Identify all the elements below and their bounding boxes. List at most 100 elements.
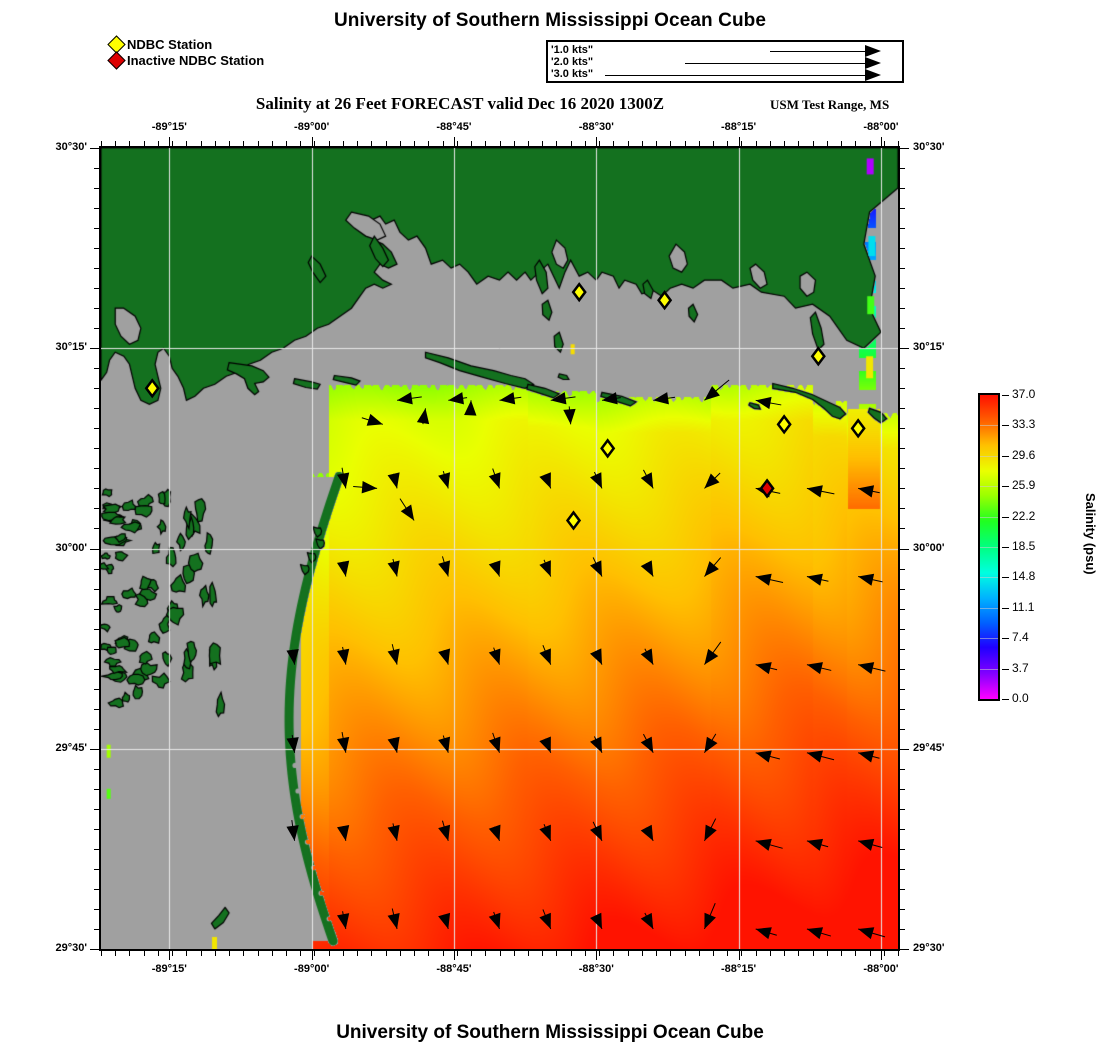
current-vector (640, 733, 654, 753)
y-minor-tick (900, 368, 905, 370)
x-minor-tick (229, 951, 231, 956)
vector-head-1 (865, 45, 881, 57)
current-vector (539, 823, 552, 842)
current-vector (387, 558, 400, 577)
x-axis-label: -88°00' (863, 121, 899, 133)
inactive-ndbc-station-marker[interactable] (759, 478, 775, 499)
colorbar-tick (1002, 699, 1009, 700)
y-minor-tick (900, 448, 905, 450)
current-vector (286, 819, 299, 841)
current-vector (448, 392, 468, 405)
y-minor-tick (900, 528, 905, 530)
colorbar-inner-gridline (980, 608, 998, 609)
current-vector (640, 824, 654, 842)
y-minor-tick (900, 508, 905, 510)
colorbar-tick (1002, 395, 1009, 396)
y-minor-tick (900, 388, 905, 390)
map-overlay (144, 282, 886, 940)
y-minor-tick (900, 648, 905, 650)
page-title: University of Southern Mississippi Ocean… (333, 10, 767, 31)
y-major-tick (90, 949, 99, 950)
current-vector (858, 927, 886, 940)
x-minor-tick (243, 951, 245, 956)
salinity-map[interactable] (99, 146, 900, 951)
y-minor-tick (900, 908, 905, 910)
current-vector (337, 560, 350, 577)
x-major-tick (596, 137, 598, 146)
ndbc-station-marker[interactable] (144, 378, 160, 399)
y-minor-tick (900, 788, 905, 790)
vector-head-3 (865, 69, 881, 81)
y-minor-tick (900, 328, 905, 330)
x-axis-label: -88°15' (721, 121, 757, 133)
current-vector (858, 838, 883, 851)
current-vector (858, 662, 886, 675)
colorbar-tick-label: 14.8 (1012, 569, 1036, 583)
ndbc-station-marker[interactable] (565, 510, 582, 531)
range-label: USM Test Range, MS (770, 97, 890, 112)
y-minor-tick (900, 268, 905, 270)
y-axis-label-right: 30°30' (913, 141, 945, 153)
ndbc-station-marker[interactable] (600, 438, 616, 459)
current-vector (539, 736, 552, 753)
ndbc-station-marker[interactable] (810, 346, 826, 367)
legend-label-inactive: Inactive NDBC Station (127, 52, 265, 68)
current-vector (337, 646, 350, 665)
current-vector (806, 573, 829, 586)
x-axis-label-bottom: -89°00' (294, 963, 330, 975)
x-minor-tick (286, 951, 288, 956)
current-vector (703, 818, 717, 842)
colorbar-inner-gridline (980, 456, 998, 457)
colorbar-tick (1002, 638, 1009, 639)
ndbc-station-marker[interactable] (571, 282, 587, 303)
x-minor-tick (613, 951, 615, 956)
x-axis-label-bottom: -88°30' (578, 963, 614, 975)
ndbc-station-marker[interactable] (776, 414, 792, 435)
current-vector (488, 647, 501, 665)
x-minor-tick (670, 951, 672, 956)
current-vector (703, 902, 716, 930)
x-minor-tick (641, 951, 643, 956)
current-vector (640, 648, 654, 665)
vector-head-2 (865, 57, 881, 69)
x-minor-tick (485, 951, 487, 956)
y-minor-tick (900, 148, 905, 149)
x-axis-label: -88°30' (578, 121, 614, 133)
current-vector (653, 392, 676, 405)
x-major-tick (453, 137, 455, 146)
x-minor-tick (143, 951, 145, 956)
colorbar-tick-label: 7.4 (1012, 630, 1029, 644)
x-minor-tick (698, 951, 700, 956)
y-major-tick (900, 348, 909, 350)
current-vector (755, 750, 781, 763)
y-minor-tick (900, 208, 905, 210)
colorbar-inner-gridline (980, 425, 998, 426)
y-minor-tick (900, 588, 905, 590)
legend-item-inactive-station: Inactive NDBC Station (107, 50, 265, 70)
colorbar-inner-gridline (980, 638, 998, 639)
current-vector (396, 392, 422, 405)
colorbar-tick (1002, 669, 1009, 670)
colorbar-tick-label: 29.6 (1012, 448, 1036, 462)
x-major-tick (738, 137, 740, 146)
current-vector (590, 912, 603, 930)
x-minor-tick (129, 951, 131, 956)
ndbc-station-marker[interactable] (850, 418, 866, 439)
current-vector (539, 559, 552, 577)
colorbar-tick (1002, 425, 1009, 426)
y-major-tick (900, 748, 909, 750)
current-vector (438, 820, 451, 842)
colorbar-tick-label: 3.7 (1012, 661, 1029, 675)
x-minor-tick (627, 951, 629, 956)
current-vector (286, 734, 299, 753)
y-minor-tick (900, 308, 905, 310)
current-vector (438, 735, 451, 753)
y-minor-tick (900, 868, 905, 870)
vector-legend-row-1: '1.0 kts" (548, 44, 902, 58)
current-vector (640, 469, 654, 489)
x-minor-tick (584, 951, 586, 956)
ndbc-station-marker[interactable] (657, 290, 673, 311)
x-minor-tick (855, 951, 857, 956)
x-minor-tick (314, 951, 316, 956)
x-minor-tick (442, 951, 444, 956)
